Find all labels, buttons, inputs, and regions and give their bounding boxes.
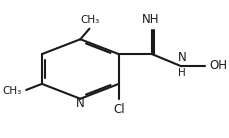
Text: N: N xyxy=(177,51,186,64)
Text: NH: NH xyxy=(142,13,159,26)
Text: OH: OH xyxy=(209,59,226,72)
Text: H: H xyxy=(178,68,185,78)
Text: CH₃: CH₃ xyxy=(2,86,21,96)
Text: N: N xyxy=(76,97,84,110)
Text: CH₃: CH₃ xyxy=(80,15,100,25)
Text: Cl: Cl xyxy=(112,103,124,116)
